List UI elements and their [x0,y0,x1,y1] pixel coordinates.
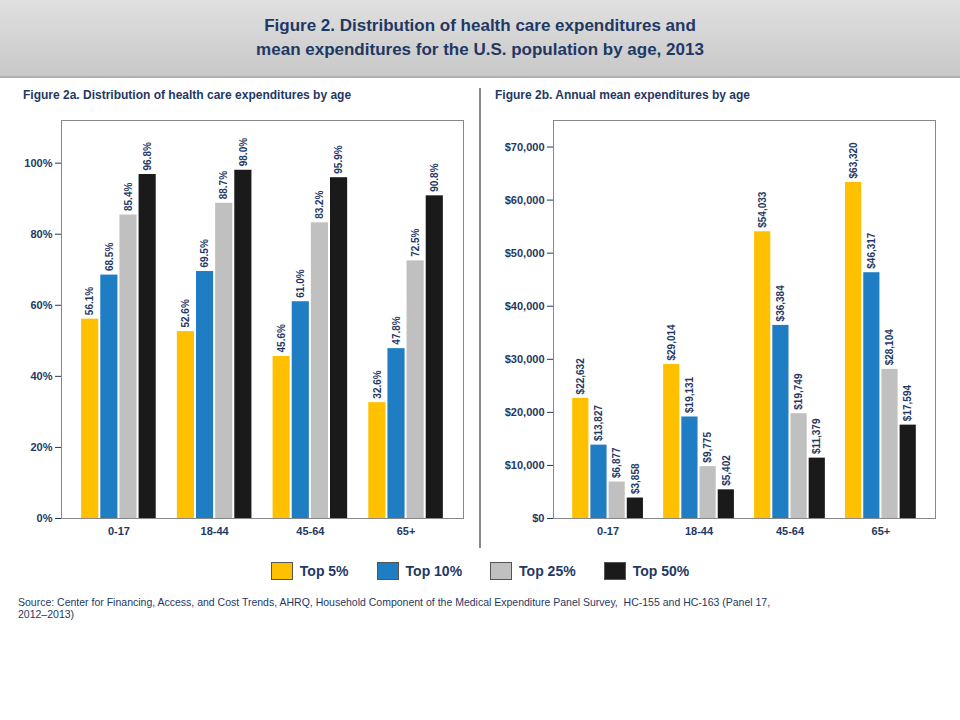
svg-text:88.7%: 88.7% [218,170,229,198]
svg-text:$13,827: $13,827 [593,404,604,441]
svg-text:85.4%: 85.4% [123,182,134,210]
svg-text:96.8%: 96.8% [142,142,153,170]
svg-text:32.6%: 32.6% [372,370,383,398]
svg-text:0%: 0% [37,512,53,524]
svg-text:$46,317: $46,317 [866,232,877,269]
svg-text:68.5%: 68.5% [104,242,115,270]
svg-text:$60,000: $60,000 [505,193,545,205]
svg-text:$40,000: $40,000 [505,299,545,311]
svg-text:65+: 65+ [397,525,416,537]
svg-text:56.1%: 56.1% [84,286,95,314]
svg-text:83.2%: 83.2% [314,190,325,218]
svg-text:$11,379: $11,379 [811,418,822,454]
html-text:Top 50%: Top 50% [632,562,690,579]
svg-text:60%: 60% [30,298,52,310]
svg-text:0-17: 0-17 [108,525,130,537]
html-text:Figure 2b. Annual mean expendi: Figure 2b. Annual mean expenditures by a… [495,87,750,102]
svg-text:80%: 80% [30,227,52,239]
svg-text:$63,320: $63,320 [848,141,859,178]
svg-text:$54,033: $54,033 [757,191,768,228]
svg-text:45-64: 45-64 [296,525,325,537]
svg-text:100%: 100% [24,156,52,168]
svg-text:47.8%: 47.8% [391,316,402,344]
svg-text:90.8%: 90.8% [429,163,440,191]
svg-text:$19,749: $19,749 [793,373,804,410]
svg-text:$70,000: $70,000 [505,140,545,152]
html-text:Top 10%: Top 10% [405,562,463,579]
svg-text:0-17: 0-17 [597,525,619,537]
svg-text:$9,775: $9,775 [702,431,713,462]
svg-text:$30,000: $30,000 [505,352,545,364]
svg-text:18-44: 18-44 [201,525,230,537]
svg-text:69.5%: 69.5% [199,239,210,267]
svg-text:$5,402: $5,402 [721,454,732,485]
svg-text:$19,131: $19,131 [684,376,695,413]
svg-text:65+: 65+ [872,525,891,537]
svg-text:98.0%: 98.0% [238,137,249,165]
svg-text:45-64: 45-64 [776,525,805,537]
html-text:Top 5%: Top 5% [299,562,349,579]
html-text:Figure 2. Distribution of heal: Figure 2. Distribution of health care ex… [256,16,704,59]
svg-text:$17,594: $17,594 [902,384,913,421]
html-text:Source: Center for Financing,: Source: Center for Financing, Access, an… [18,595,771,620]
html-text:Top 25%: Top 25% [519,562,576,579]
svg-text:$20,000: $20,000 [505,405,545,417]
svg-text:$36,384: $36,384 [775,284,786,321]
svg-text:72.5%: 72.5% [410,228,421,256]
svg-text:$50,000: $50,000 [505,246,545,258]
html-text:Figure 2a. Distribution of hea: Figure 2a. Distribution of health care e… [23,87,352,102]
svg-text:40%: 40% [30,369,52,381]
svg-text:$6,877: $6,877 [611,447,622,478]
svg-text:$3,858: $3,858 [630,463,641,494]
svg-text:$10,000: $10,000 [505,459,545,471]
svg-text:45.6%: 45.6% [276,324,287,352]
svg-text:$28,104: $28,104 [884,328,895,365]
svg-text:18-44: 18-44 [685,525,714,537]
svg-text:52.6%: 52.6% [180,299,191,327]
svg-text:20%: 20% [30,441,52,453]
svg-text:$29,014: $29,014 [666,324,677,361]
svg-text:$22,632: $22,632 [575,357,586,394]
svg-text:61.0%: 61.0% [295,269,306,297]
svg-text:$0: $0 [532,512,544,524]
svg-text:95.9%: 95.9% [333,145,344,173]
